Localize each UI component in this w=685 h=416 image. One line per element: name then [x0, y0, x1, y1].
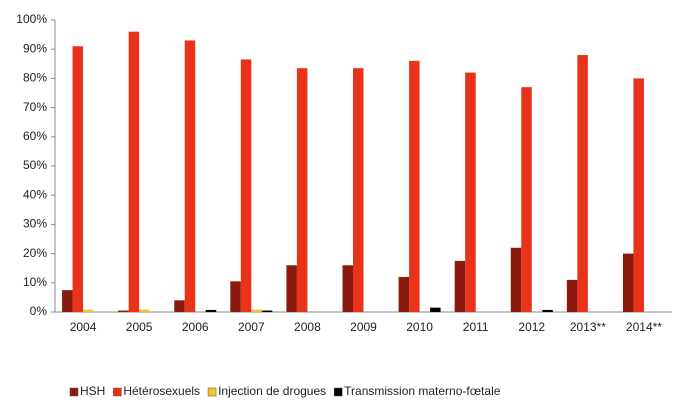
y-tick-label: 0% — [30, 304, 48, 318]
x-tick-label: 2007 — [238, 320, 265, 334]
y-tick-label: 70% — [23, 100, 47, 114]
bar — [62, 290, 73, 312]
legend-label: Transmission materno-fœtale — [344, 384, 501, 398]
legend-label: Injection de drogues — [218, 384, 326, 398]
x-tick-label: 2012 — [518, 320, 545, 334]
x-tick-label: 2010 — [406, 320, 433, 334]
y-tick-label: 90% — [23, 41, 47, 55]
x-tick-label: 2006 — [182, 320, 209, 334]
bar — [184, 40, 196, 312]
bar — [118, 310, 129, 312]
x-tick-label: 2013** — [570, 320, 606, 334]
x-tick-label: 2008 — [294, 320, 321, 334]
bar — [577, 55, 588, 312]
bar — [83, 309, 94, 312]
x-tick-label: 2004 — [70, 320, 97, 334]
y-tick-label: 30% — [23, 217, 47, 231]
bar — [72, 46, 84, 312]
bar — [542, 309, 553, 312]
legend-label: Hétérosexuels — [123, 384, 200, 398]
bar — [454, 260, 466, 312]
bar — [622, 253, 634, 312]
bar — [398, 276, 410, 312]
bar — [139, 309, 150, 312]
bar — [128, 31, 140, 313]
bar — [342, 265, 353, 312]
bar — [510, 247, 522, 312]
bar — [251, 309, 262, 312]
legend-label: HSH — [80, 384, 105, 398]
bar — [353, 68, 364, 313]
y-tick-label: 60% — [23, 129, 47, 143]
legend-swatch — [333, 387, 343, 397]
legend-swatch — [113, 387, 122, 397]
bar — [521, 87, 532, 312]
x-tick-label: 2005 — [126, 320, 153, 334]
legend-swatch — [207, 387, 217, 397]
bar — [633, 78, 644, 313]
bar — [409, 60, 420, 312]
bar — [174, 300, 185, 312]
y-tick-label: 50% — [23, 158, 47, 172]
bar — [205, 309, 217, 312]
bar — [230, 281, 241, 312]
bar — [430, 307, 441, 312]
x-tick-label: 2011 — [463, 320, 489, 334]
x-tick-label: 2009 — [350, 320, 377, 334]
bar — [296, 68, 308, 313]
y-tick-label: 100% — [16, 12, 47, 26]
bar — [465, 72, 476, 312]
bar — [286, 265, 297, 312]
y-tick-label: 20% — [23, 246, 47, 260]
bar — [261, 310, 273, 312]
legend-swatch — [69, 387, 79, 397]
x-tick-label: 2014** — [626, 320, 662, 334]
y-tick-label: 80% — [23, 71, 47, 85]
y-tick-label: 10% — [23, 275, 47, 289]
bar — [240, 59, 252, 312]
bar — [566, 279, 578, 312]
y-tick-label: 40% — [23, 187, 47, 201]
